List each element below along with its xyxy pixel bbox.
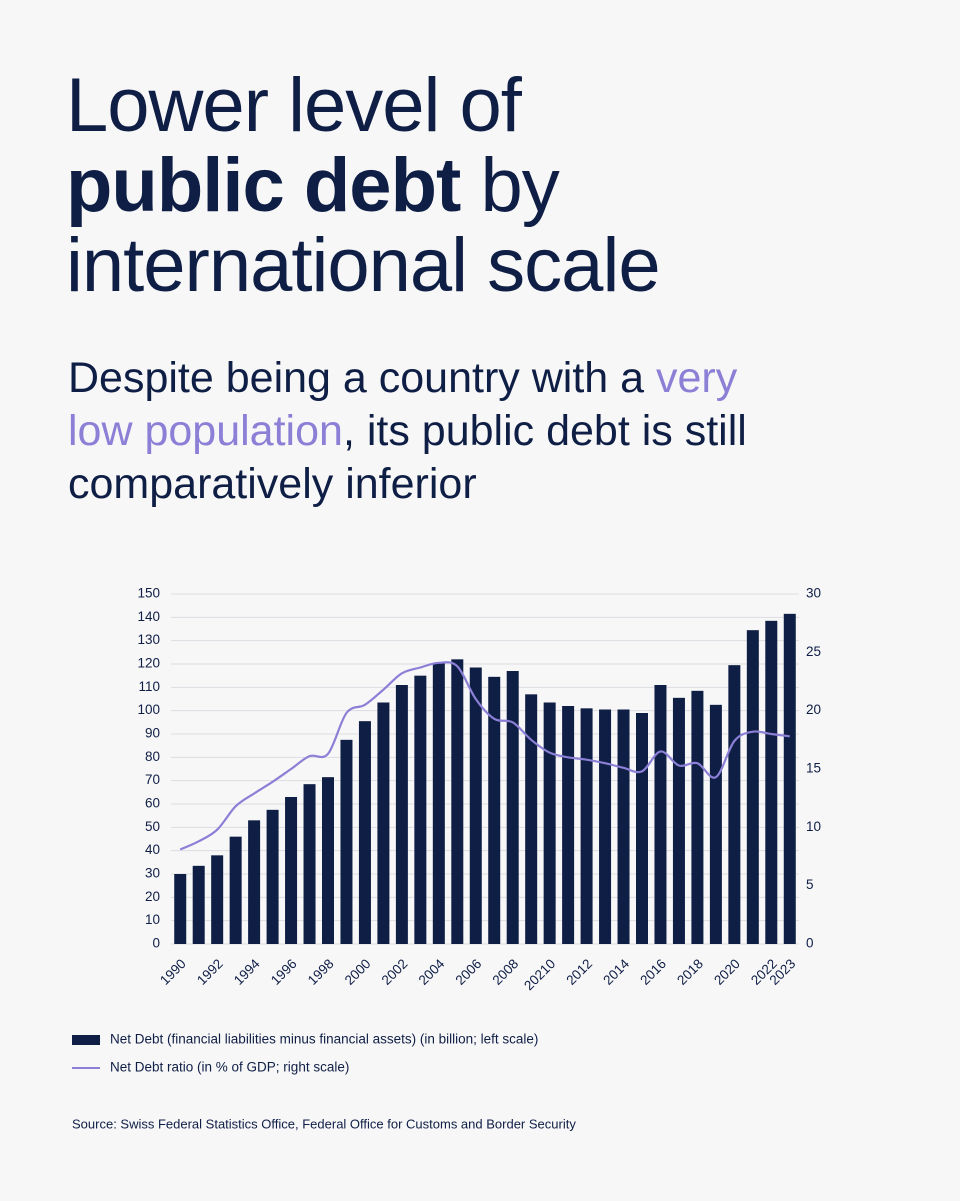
bar	[285, 797, 298, 944]
bar	[506, 671, 519, 944]
y2-tick-label: 30	[806, 586, 821, 601]
legend-label: Net Debt (financial liabilities minus fi…	[110, 1032, 538, 1047]
y-tick-label: 60	[145, 796, 160, 811]
y2-tick-label: 10	[806, 819, 821, 834]
x-tick-label: 2018	[674, 956, 706, 988]
x-tick-label: 2020	[711, 956, 743, 988]
x-tick-label: 2012	[563, 956, 595, 988]
headline-line: Lower level of	[66, 63, 522, 148]
bar	[562, 706, 575, 944]
y-tick-label: 110	[138, 679, 160, 694]
x-tick-label: 1992	[194, 956, 226, 988]
headline-bold: public debt	[66, 143, 461, 228]
bar	[358, 721, 371, 944]
bar	[783, 613, 796, 944]
bar	[322, 777, 334, 944]
legend-swatch	[72, 1035, 100, 1045]
y-tick-label: 70	[145, 772, 160, 787]
subtitle-text: , its public debt is still	[342, 407, 747, 455]
x-tick-label: 2002	[379, 956, 411, 988]
x-tick-label: 2006	[453, 956, 485, 988]
bar	[654, 685, 667, 944]
x-tick-label: 2014	[600, 956, 632, 988]
y2-tick-label: 25	[806, 644, 821, 659]
y-tick-label: 140	[137, 609, 160, 624]
x-tick-label: 2008	[489, 956, 521, 988]
y-tick-label: 100	[137, 702, 160, 717]
bar	[580, 708, 593, 944]
bar	[192, 865, 205, 944]
bar	[229, 836, 242, 944]
bar	[636, 713, 648, 944]
subtitle-text: Despite being a country with a	[68, 354, 645, 402]
bar	[451, 659, 464, 944]
y-tick-label: 50	[145, 819, 160, 834]
x-tick-label: 1996	[268, 956, 300, 988]
bar	[746, 630, 759, 944]
y-tick-label: 10	[145, 912, 160, 927]
y-tick-label: 150	[137, 586, 160, 601]
bar	[266, 809, 279, 944]
bar	[469, 667, 482, 944]
subtitle-highlight: low population	[68, 407, 343, 455]
bar	[414, 675, 427, 944]
y-tick-label: 0	[152, 936, 160, 951]
headline-line: international scale	[66, 223, 661, 308]
x-tick-label: 2016	[637, 956, 669, 988]
x-tick-label: 1990	[157, 956, 189, 988]
headline-line: by	[480, 143, 559, 228]
bar	[377, 702, 390, 944]
bar	[211, 855, 224, 944]
x-tick-label: 1998	[305, 956, 337, 988]
bar	[691, 690, 704, 944]
subtitle-text: comparatively inferior	[68, 460, 477, 508]
y2-tick-label: 0	[806, 936, 814, 951]
y-tick-label: 40	[145, 842, 160, 857]
bar	[248, 820, 261, 944]
y-tick-label: 120	[137, 656, 160, 671]
bar	[617, 709, 630, 944]
bar	[543, 702, 556, 944]
bar	[599, 709, 612, 944]
bar	[488, 676, 501, 944]
y-tick-label: 90	[145, 726, 160, 741]
x-tick-label: 2004	[416, 956, 448, 988]
bar	[709, 704, 722, 944]
y-tick-label: 80	[145, 749, 160, 764]
bar	[432, 662, 445, 944]
subtitle-highlight: very	[656, 354, 738, 402]
bar	[728, 665, 741, 944]
bar	[672, 697, 685, 944]
y-tick-label: 130	[137, 632, 160, 647]
y2-tick-label: 5	[806, 877, 814, 892]
y-tick-label: 30	[145, 866, 160, 881]
line	[179, 661, 790, 851]
bar	[303, 784, 316, 944]
bar	[340, 739, 353, 944]
y-tick-label: 20	[145, 889, 160, 904]
y2-tick-label: 15	[806, 761, 821, 776]
source: Source: Swiss Federal Statistics Office,…	[72, 1116, 576, 1131]
bar	[174, 874, 187, 944]
x-tick-label: 2000	[342, 956, 374, 988]
subtitle: Despite being a country with a very low …	[68, 352, 747, 511]
bar	[525, 694, 538, 944]
bar	[765, 620, 778, 944]
x-tick-label: 1994	[231, 956, 263, 988]
headline: Lower level of public debt by internatio…	[66, 63, 661, 308]
legend-label: Net Debt ratio (in % of GDP; right scale…	[110, 1060, 349, 1075]
x-tick-label: 20210	[521, 956, 558, 993]
y2-tick-label: 20	[806, 702, 821, 717]
bar	[395, 685, 408, 944]
